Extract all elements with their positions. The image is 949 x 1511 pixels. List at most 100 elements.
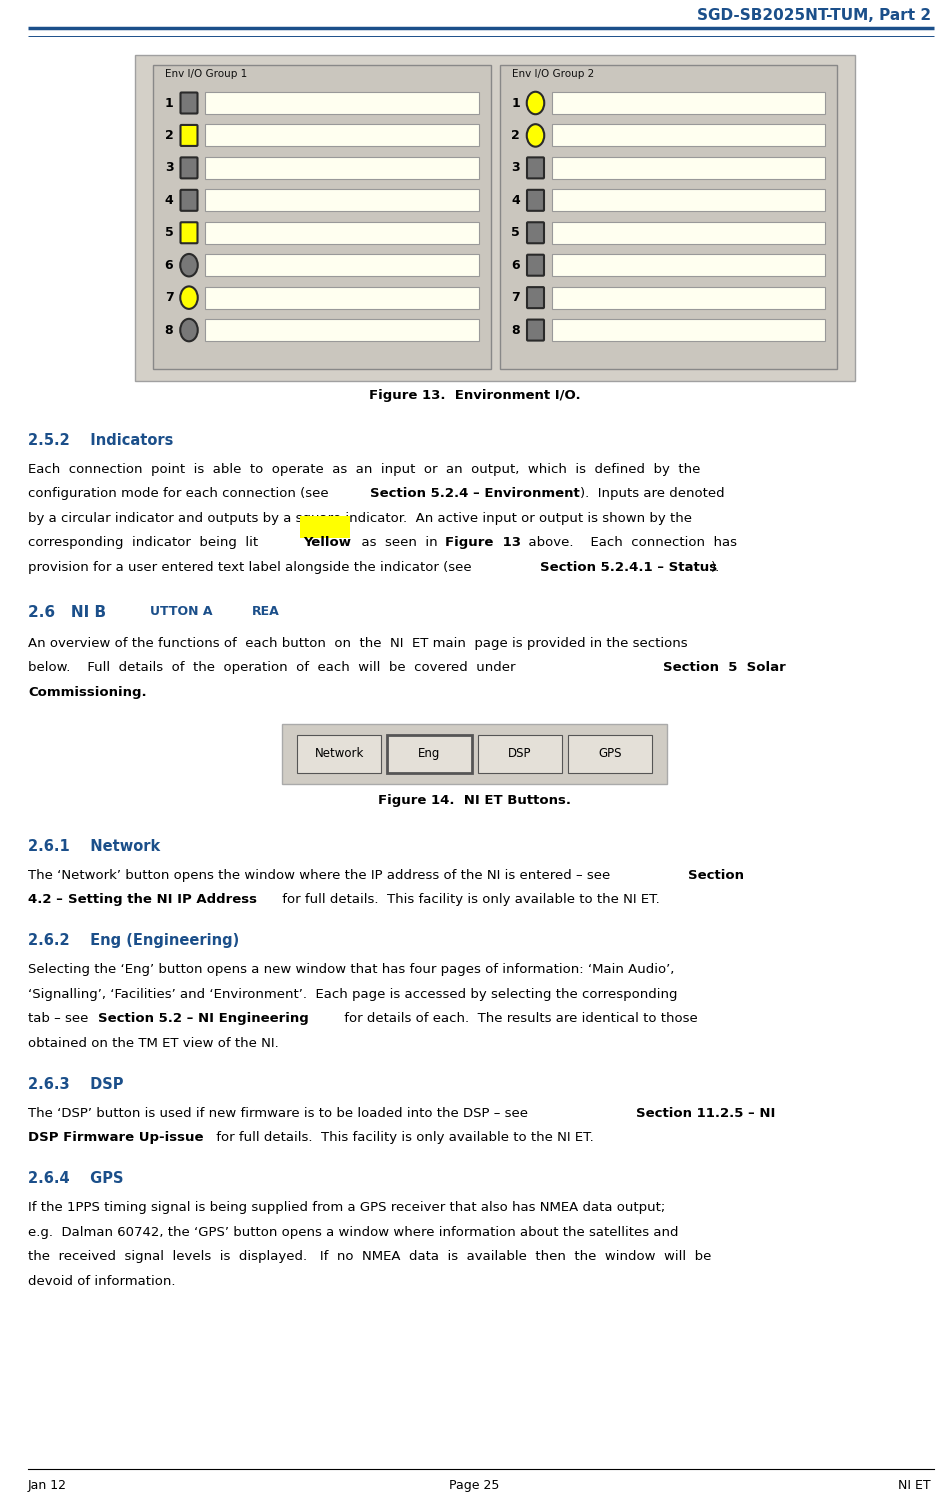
Text: ‘Signalling’, ‘Facilities’ and ‘Environment’.  Each page is accessed by selectin: ‘Signalling’, ‘Facilities’ and ‘Environm… xyxy=(28,988,678,1000)
Text: Section 5.2.4.1 – Status: Section 5.2.4.1 – Status xyxy=(540,561,717,574)
Text: 8: 8 xyxy=(165,323,174,337)
Text: 5: 5 xyxy=(512,227,520,239)
FancyBboxPatch shape xyxy=(527,287,544,308)
Bar xyxy=(551,222,825,243)
Text: e.g.  Dalman 60742, the ‘GPS’ button opens a window where information about the : e.g. Dalman 60742, the ‘GPS’ button open… xyxy=(28,1225,679,1239)
Text: 2.6.2    Eng (Engineering): 2.6.2 Eng (Engineering) xyxy=(28,934,239,949)
Text: Figure 13.  Environment I/O.: Figure 13. Environment I/O. xyxy=(369,388,580,402)
Ellipse shape xyxy=(180,319,197,341)
Text: Section: Section xyxy=(688,869,744,882)
Bar xyxy=(551,189,825,212)
Bar xyxy=(205,189,478,212)
Text: Section 5.2.4 – Environment: Section 5.2.4 – Environment xyxy=(370,488,580,500)
Text: 8: 8 xyxy=(512,323,520,337)
Text: An overview of the functions of  each button  on  the  NI  ET main  page is prov: An overview of the functions of each but… xyxy=(28,638,688,650)
Text: Selecting the ‘Eng’ button opens a new window that has four pages of information: Selecting the ‘Eng’ button opens a new w… xyxy=(28,964,675,976)
Text: Section  5  Solar: Section 5 Solar xyxy=(663,662,786,674)
FancyBboxPatch shape xyxy=(527,319,544,340)
Text: 7: 7 xyxy=(164,292,174,304)
Bar xyxy=(153,65,491,369)
Ellipse shape xyxy=(180,287,197,308)
Text: The ‘DSP’ button is used if new firmware is to be loaded into the DSP – see: The ‘DSP’ button is used if new firmware… xyxy=(28,1108,532,1120)
FancyBboxPatch shape xyxy=(180,222,197,243)
Bar xyxy=(551,254,825,277)
Text: DSP Firmware Up-issue: DSP Firmware Up-issue xyxy=(28,1132,203,1144)
Bar xyxy=(205,287,478,308)
Text: for full details.  This facility is only available to the NI ET.: for full details. This facility is only … xyxy=(278,893,660,907)
Bar xyxy=(551,92,825,113)
FancyBboxPatch shape xyxy=(180,190,197,212)
Text: below.    Full  details  of  the  operation  of  each  will  be  covered  under: below. Full details of the operation of … xyxy=(28,662,524,674)
Text: Env I/O Group 1: Env I/O Group 1 xyxy=(165,70,248,79)
Text: Figure  13: Figure 13 xyxy=(445,536,521,550)
Text: Section 5.2 – NI Engineering: Section 5.2 – NI Engineering xyxy=(98,1012,308,1026)
Text: 3: 3 xyxy=(165,162,174,174)
Bar xyxy=(205,222,478,243)
Ellipse shape xyxy=(180,254,197,277)
Text: Jan 12: Jan 12 xyxy=(28,1479,67,1491)
Text: corresponding  indicator  being  lit: corresponding indicator being lit xyxy=(28,536,262,550)
Text: 2.6   NI B: 2.6 NI B xyxy=(28,604,106,620)
Text: Figure 14.  NI ET Buttons.: Figure 14. NI ET Buttons. xyxy=(378,793,571,807)
Text: Each  connection  point  is  able  to  operate  as  an  input  or  an  output,  : Each connection point is able to operate… xyxy=(28,462,700,476)
Text: ).: ). xyxy=(711,561,720,574)
Text: 4.2 –: 4.2 – xyxy=(28,893,67,907)
Text: Setting the NI IP Address: Setting the NI IP Address xyxy=(68,893,257,907)
Bar xyxy=(387,734,472,774)
Text: 6: 6 xyxy=(165,258,174,272)
Text: Commissioning.: Commissioning. xyxy=(28,686,147,700)
Text: UTTON A: UTTON A xyxy=(150,604,213,618)
Text: 1: 1 xyxy=(164,97,174,109)
Bar xyxy=(205,124,478,147)
Text: REA: REA xyxy=(252,604,280,618)
FancyBboxPatch shape xyxy=(527,222,544,243)
Bar xyxy=(205,319,478,341)
Text: 2.6.1    Network: 2.6.1 Network xyxy=(28,839,160,854)
Text: Section 11.2.5 – NI: Section 11.2.5 – NI xyxy=(636,1108,775,1120)
Text: GPS: GPS xyxy=(598,748,622,760)
Text: for full details.  This facility is only available to the NI ET.: for full details. This facility is only … xyxy=(212,1132,594,1144)
Text: the  received  signal  levels  is  displayed.   If  no  NMEA  data  is  availabl: the received signal levels is displayed.… xyxy=(28,1251,712,1263)
Text: 4: 4 xyxy=(512,193,520,207)
Text: Env I/O Group 2: Env I/O Group 2 xyxy=(512,70,594,79)
Text: 4: 4 xyxy=(164,193,174,207)
Text: configuration mode for each connection (see: configuration mode for each connection (… xyxy=(28,488,333,500)
Ellipse shape xyxy=(527,124,544,147)
Bar xyxy=(205,92,478,113)
Text: SGD-SB2025NT-TUM, Part 2: SGD-SB2025NT-TUM, Part 2 xyxy=(697,8,931,23)
Text: 7: 7 xyxy=(512,292,520,304)
Text: Network: Network xyxy=(314,748,363,760)
Text: 2.6.4    GPS: 2.6.4 GPS xyxy=(28,1171,123,1186)
Bar xyxy=(135,54,855,381)
Bar xyxy=(297,734,381,774)
Text: above.    Each  connection  has: above. Each connection has xyxy=(520,536,737,550)
Bar xyxy=(477,734,562,774)
Text: provision for a user entered text label alongside the indicator (see: provision for a user entered text label … xyxy=(28,561,475,574)
Text: for details of each.  The results are identical to those: for details of each. The results are ide… xyxy=(340,1012,698,1026)
Text: 2: 2 xyxy=(164,128,174,142)
FancyBboxPatch shape xyxy=(180,157,197,178)
Bar xyxy=(551,124,825,147)
Bar xyxy=(205,157,478,178)
Bar xyxy=(551,287,825,308)
Text: ).  Inputs are denoted: ). Inputs are denoted xyxy=(580,488,725,500)
Ellipse shape xyxy=(527,92,544,115)
Text: 5: 5 xyxy=(164,227,174,239)
Text: NI ET: NI ET xyxy=(899,1479,931,1491)
Text: by a circular indicator and outputs by a square indicator.  An active input or o: by a circular indicator and outputs by a… xyxy=(28,512,692,524)
FancyBboxPatch shape xyxy=(527,157,544,178)
Bar xyxy=(499,65,837,369)
Text: If the 1PPS timing signal is being supplied from a GPS receiver that also has NM: If the 1PPS timing signal is being suppl… xyxy=(28,1201,665,1215)
Text: DSP: DSP xyxy=(508,748,531,760)
Bar xyxy=(300,517,350,538)
Text: 2.6.3    DSP: 2.6.3 DSP xyxy=(28,1077,123,1092)
Text: tab – see: tab – see xyxy=(28,1012,93,1026)
FancyBboxPatch shape xyxy=(527,255,544,275)
Text: The ‘Network’ button opens the window where the IP address of the NI is entered : The ‘Network’ button opens the window wh… xyxy=(28,869,615,882)
Text: obtained on the TM ET view of the NI.: obtained on the TM ET view of the NI. xyxy=(28,1037,279,1050)
Text: 2: 2 xyxy=(512,128,520,142)
Text: Page 25: Page 25 xyxy=(449,1479,500,1491)
Text: Yellow: Yellow xyxy=(303,536,351,550)
Text: 2.5.2    Indicators: 2.5.2 Indicators xyxy=(28,434,174,447)
Bar xyxy=(568,734,652,774)
